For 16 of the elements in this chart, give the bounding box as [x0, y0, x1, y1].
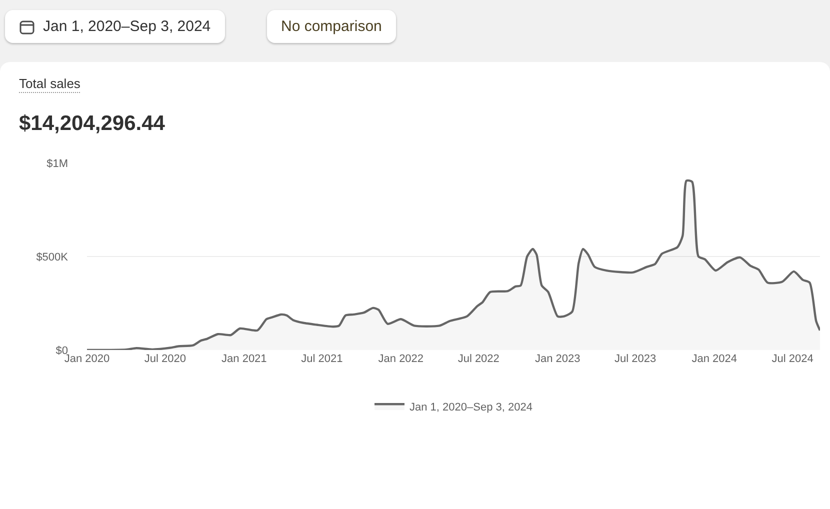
x-tick-label: Jan 2022: [378, 353, 424, 365]
legend-label: Jan 1, 2020–Sep 3, 2024: [410, 401, 532, 414]
x-tick-label: Jul 2023: [614, 353, 656, 365]
chart-title: Total sales: [19, 76, 80, 93]
x-tick-label: Jul 2022: [458, 353, 500, 365]
x-tick-label: Jul 2021: [301, 353, 343, 365]
x-tick-label: Jan 2023: [534, 353, 580, 365]
x-tick-label: Jan 2024: [692, 353, 738, 365]
chart-subtitle: $14,204,296.44: [19, 112, 165, 136]
y-tick-label: $1M: [46, 158, 68, 170]
x-tick-label: Jul 2024: [772, 353, 814, 365]
x-tick-label: Jan 2021: [222, 353, 267, 365]
text: Jan 1, 2020–Sep 3, 2024: [43, 18, 211, 35]
y-tick-label: $500K: [36, 251, 69, 264]
text: No comparison: [281, 18, 382, 35]
x-tick-label: Jul 2020: [144, 353, 186, 365]
